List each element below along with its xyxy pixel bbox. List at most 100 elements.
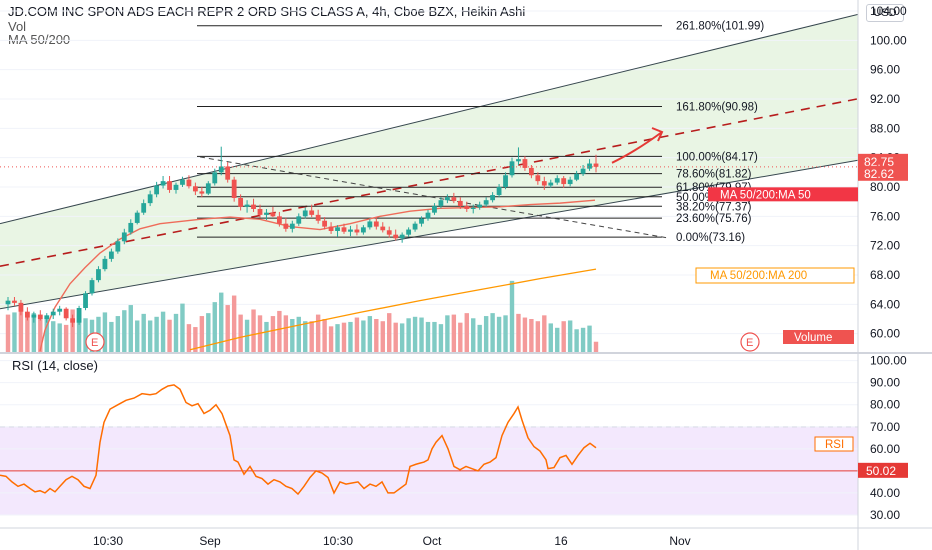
candle-body: [264, 212, 269, 215]
earnings-event-marker-label: E: [746, 337, 753, 349]
price-tick-label: 80.00: [870, 180, 900, 194]
candle-body: [496, 187, 502, 196]
volume-bar: [76, 315, 82, 352]
moving-average-indicator-label[interactable]: MA 50/200: [8, 32, 71, 47]
candle-body: [218, 166, 224, 173]
candle-body: [574, 173, 580, 180]
volume-bar: [387, 313, 392, 352]
candle-body: [244, 204, 250, 207]
rsi-value-badge-text: 50.02: [866, 464, 896, 478]
volume-bar: [303, 321, 308, 352]
candle-body: [5, 300, 11, 305]
candle-body: [63, 308, 69, 319]
ma200-line: [189, 268, 597, 351]
price-tick-label: 76.00: [870, 209, 900, 223]
candle-body: [76, 308, 82, 323]
candle-body: [231, 179, 237, 198]
candle-body: [444, 197, 450, 201]
candle-body: [199, 191, 205, 194]
rsi-tick-label: 90.00: [870, 376, 900, 390]
rsi-tick-label: 60.00: [870, 442, 900, 456]
volume-bar: [425, 321, 431, 352]
candle-body: [315, 214, 321, 221]
last-price-badge: [858, 165, 908, 181]
volume-bar: [574, 329, 579, 352]
candle-body: [438, 200, 444, 207]
fib-level-label: 161.80%(90.98): [676, 101, 758, 113]
volume-bar: [18, 309, 24, 352]
rsi-indicator-label: RSI (14, close): [12, 358, 98, 373]
volume-bar: [167, 319, 172, 352]
volume-bar: [135, 320, 140, 352]
volume-bar: [270, 316, 276, 352]
volume-bar: [212, 302, 217, 352]
last-price-badge-text: 82.75: [864, 155, 894, 169]
volume-bar: [199, 316, 205, 352]
volume-bar: [471, 318, 476, 352]
ma50-tag: [708, 187, 858, 202]
candle-body: [522, 159, 528, 168]
candle-body: [386, 230, 392, 235]
currency-selector[interactable]: USD: [866, 4, 904, 22]
ma200-tag-text: MA 50/200:MA 200: [710, 270, 807, 282]
candle-body: [412, 223, 418, 230]
volume-bar: [57, 323, 62, 352]
price-tick-label: 64.00: [870, 297, 900, 311]
volume-bar: [128, 305, 133, 352]
candle-body: [134, 212, 140, 223]
candle-body: [70, 318, 76, 323]
candle-body: [464, 206, 470, 209]
candle-body: [173, 184, 179, 190]
volume-bar: [238, 314, 243, 352]
volume-bar: [555, 327, 560, 352]
price-tick-label: 60.00: [870, 327, 900, 341]
volume-bar: [109, 321, 114, 352]
volume-bar: [516, 313, 521, 352]
rsi-tag-text: RSI: [825, 439, 844, 451]
volume-bar: [173, 313, 179, 352]
volume-bar: [580, 327, 586, 352]
volume-bar: [542, 315, 547, 352]
candle-body: [587, 163, 592, 169]
volume-bar: [322, 319, 327, 352]
candle-body: [50, 311, 56, 316]
volume-bar: [503, 315, 508, 352]
volume-bar: [147, 320, 153, 352]
volume-bar: [283, 315, 289, 352]
volume-bar: [567, 320, 573, 352]
candle-body: [373, 221, 379, 227]
candle-body: [18, 302, 24, 312]
volume-bar: [341, 322, 347, 352]
rsi-value-badge: [858, 462, 908, 478]
rsi-tag: [814, 436, 854, 452]
candle-body: [238, 198, 244, 207]
volume-bar: [490, 313, 495, 352]
price-tick-label: 100.00: [870, 33, 907, 47]
time-axis-label: Nov: [669, 534, 690, 548]
volume-bar: [483, 316, 489, 352]
ma50-tag-text: MA 50/200:MA 50: [720, 189, 811, 201]
candle-body: [108, 251, 114, 259]
candle-body: [490, 195, 496, 201]
volume-bar: [193, 327, 198, 352]
candle-body: [89, 280, 95, 294]
candle-body: [322, 220, 328, 227]
candle-body: [44, 315, 50, 319]
candle-body: [432, 206, 437, 213]
volume-bar: [102, 312, 108, 352]
candle-body: [535, 175, 541, 182]
candle-body: [548, 182, 554, 186]
volume-bar: [367, 316, 373, 352]
volume-indicator-label[interactable]: Vol: [8, 19, 27, 34]
candle-body: [57, 308, 63, 312]
candle-body: [225, 166, 231, 180]
time-axis-label: 10:30: [93, 534, 123, 548]
volume-bar: [587, 325, 592, 352]
candle-body: [451, 197, 457, 201]
candle-body: [167, 181, 172, 190]
channel-midline: [0, 97, 859, 267]
volume-bar: [63, 324, 69, 352]
time-axis-label: Sep: [199, 534, 221, 548]
volume-bar: [277, 310, 282, 352]
